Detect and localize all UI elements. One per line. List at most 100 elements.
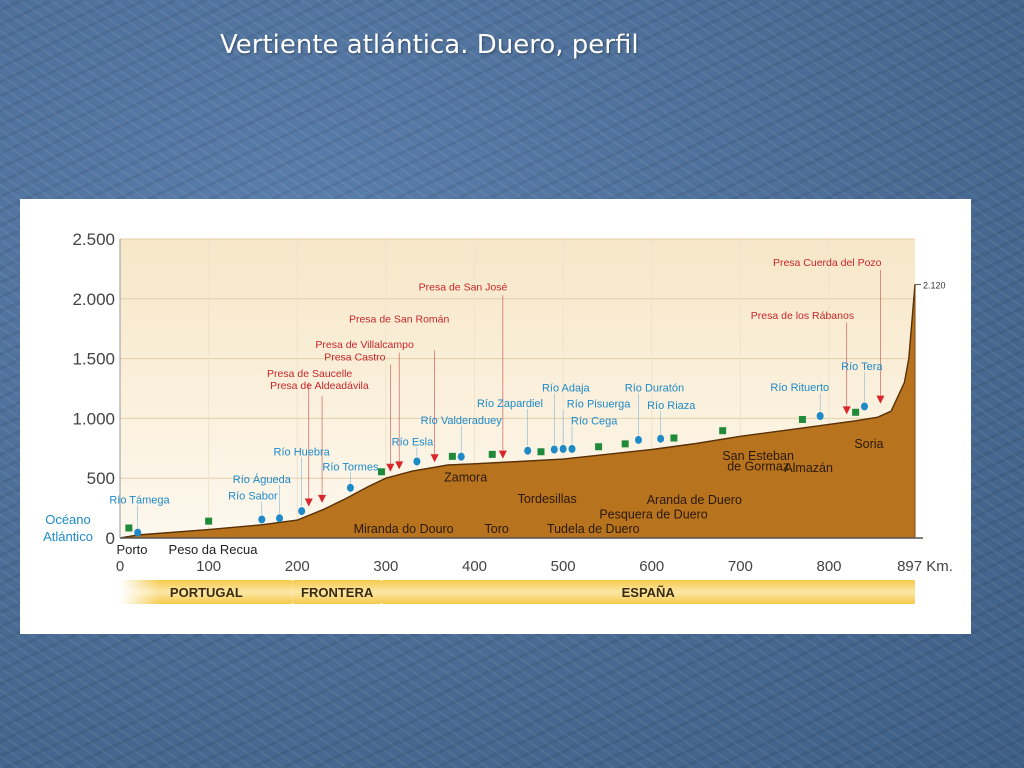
reservoir-marker [386,463,395,472]
place-label: Toro [485,522,509,536]
gauging-station-marker [488,450,496,458]
place-label: Zamora [444,470,487,484]
tributary-label: Río Huebra [274,446,331,458]
gauging-station-marker [670,434,678,442]
tributary-label: Río Duratón [625,382,684,394]
tributary-label: Río Adaja [542,382,591,394]
slide-title: Vertiente atlántica. Duero, perfil [220,30,639,60]
y-tick-label: 1.000 [72,409,115,428]
reservoir-label: Presa de Aldeadávila [270,380,369,392]
tributary-label: Río Tera [841,361,883,373]
gauging-station-marker [448,452,456,460]
region-band [381,580,916,604]
river-bed-line [119,284,916,539]
x-tick-label: 200 [285,558,310,575]
reservoir-marker [304,498,313,507]
region-label: FRONTERA [301,585,374,600]
tributary-dot [457,452,465,461]
reservoir-marker [842,406,851,415]
tributary-label: Río Águeda [233,473,292,486]
reservoir-label: Presa de San José [419,281,508,293]
tributary-dot [524,446,532,455]
gauging-station-marker [205,517,213,525]
place-label: Tudela de Duero [547,522,640,536]
gauging-station-marker [377,468,385,476]
gauging-station-marker [852,408,860,416]
tributary-label: Río Cega [571,415,618,427]
x-tick-label: 300 [373,558,398,575]
y-tick-label: 500 [87,469,115,488]
region-band [120,580,293,604]
gauging-station-marker [595,443,603,451]
x-tick-label: 700 [728,558,753,575]
gauging-station-marker [719,427,727,435]
tributary-dot [413,457,421,466]
tributary-dot [657,434,665,443]
reservoir-marker [498,450,507,459]
place-label: Aranda de Duero [647,493,742,507]
reservoir-marker [318,494,327,503]
tributary-dot [134,528,142,537]
porto-label: Porto [116,542,147,557]
reservoir-marker [430,454,439,463]
region-label: PORTUGAL [170,585,243,600]
reservoir-label: Presa de los Rábanos [751,310,854,322]
duero-profile-chart: 0 500 1.000 1.500 2.000 2.500 0 100 200 300 400 500… [43,230,953,604]
tributary-dot [298,507,306,516]
tributary-label: Río Támega [109,494,170,506]
y-tick-label: 1.500 [72,350,115,369]
gauging-station-marker [621,440,629,448]
reservoir-label: Presa Castro [324,351,385,363]
reservoir-label: Presa de San Román [349,314,450,326]
x-end-label: 897 Km. [897,558,953,575]
gauging-station-marker [125,524,133,532]
peak-label: 2.120 [923,280,946,290]
region-label: ESPAÑA [622,585,676,600]
tributary-label: Río Esla [392,436,434,448]
tributary-dot [346,483,354,492]
peso-da-recua-label: Peso da Recua [169,542,259,557]
tributary-dot [568,444,576,453]
duero-profile-figure: 0 500 1.000 1.500 2.000 2.500 0 100 200 300 400 500… [20,199,971,634]
place-label: Tordesillas [518,492,577,506]
x-tick-label: 800 [817,558,842,575]
place-label: Pesquera de Duero [599,507,707,521]
tributary-dot [860,402,868,411]
tributary-dot [634,435,642,444]
y-tick-label: 2.500 [72,230,115,249]
reservoir-label: Presa Cuerda del Pozo [773,257,882,269]
tributary-label: Río Rituerto [770,382,829,394]
tributary-label: Río Sabor [228,491,278,503]
tributary-dot [276,514,284,523]
tributary-dot [258,515,266,524]
tributary-label: Río Riaza [647,400,696,412]
place-label: Soria [854,437,883,451]
x-tick-label: 100 [196,558,221,575]
y-tick-label: 2.000 [72,290,115,309]
x-tick-label: 400 [462,558,487,575]
reservoir-label: Presa de Saucelle [267,368,352,380]
reservoir-marker [395,461,404,470]
place-label: Miranda do Douro [354,522,454,536]
ocean-label: Atlántico [43,529,93,544]
gauging-station-marker [798,415,806,423]
y-tick-label: 0 [106,529,115,548]
place-label: Almazán [784,461,833,475]
ocean-label: Océano [45,512,91,527]
x-tick-label: 600 [639,558,664,575]
tributary-label: Río Valderaduey [421,415,503,427]
place-label: San Esteban [722,449,794,463]
tributary-label: Río Pisuerga [567,399,631,411]
reservoir-marker [876,395,885,404]
place-label: de Gormaz [727,460,789,474]
x-tick-label: 500 [551,558,576,575]
tributary-label: Río Zapardiel [477,398,543,410]
gauging-station-marker [537,448,545,456]
tributary-label: Río Tormes [322,461,379,473]
tributary-dot [559,444,567,453]
x-tick-label: 0 [116,558,124,575]
reservoir-label: Presa de Villalcampo [315,339,414,351]
region-band-fade [120,580,160,604]
tributary-dot [816,412,824,421]
region-band [292,580,382,604]
